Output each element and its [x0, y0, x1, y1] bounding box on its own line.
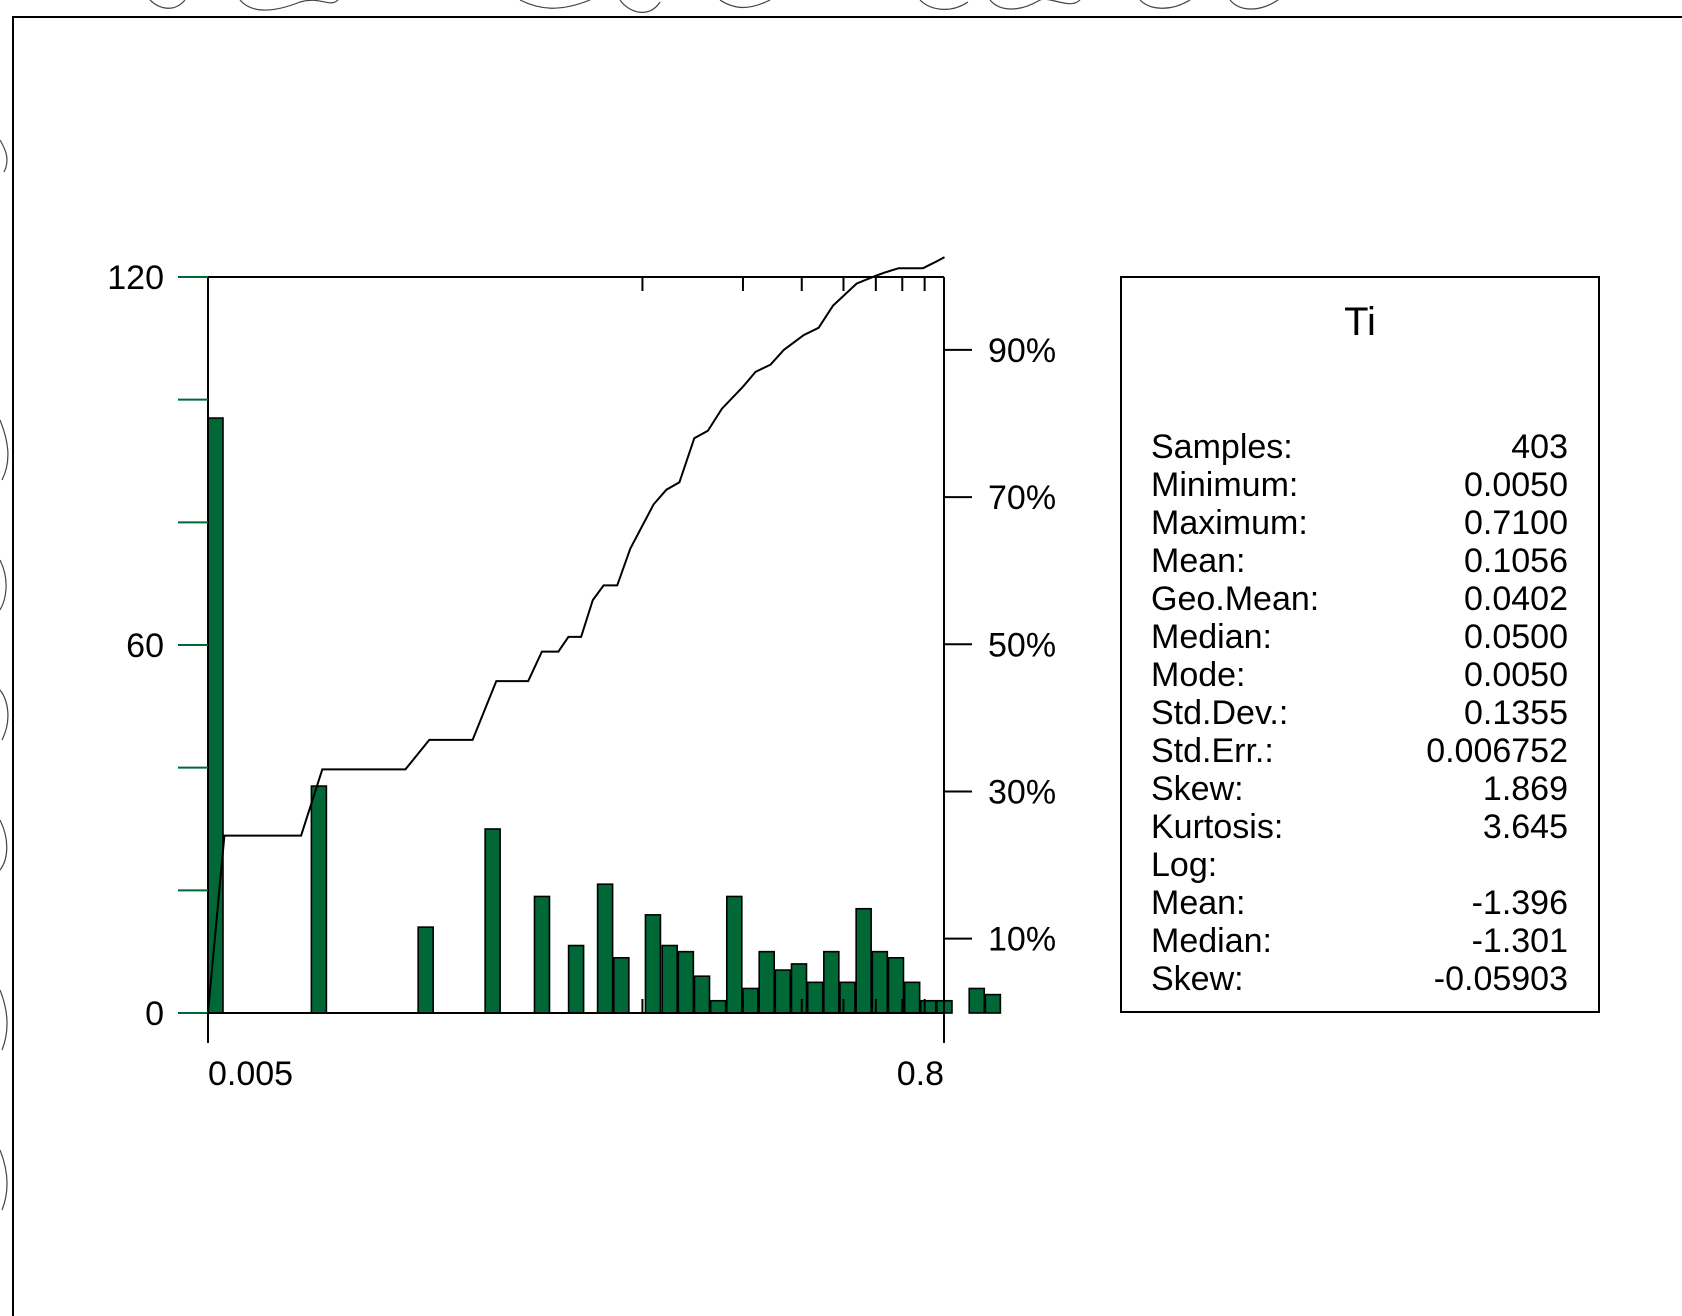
stat-value: 3.645 — [1482, 808, 1568, 846]
stat-label: Mean: — [1151, 884, 1246, 922]
histogram-bar — [596, 883, 614, 1014]
stat-value: 0.006752 — [1426, 732, 1568, 770]
y-tick-label: 120 — [107, 259, 164, 297]
stat-row: Mean: 0.1056 — [1151, 542, 1568, 580]
histogram-bar — [806, 981, 824, 1014]
stat-value: 0.1355 — [1464, 694, 1568, 732]
histogram-bar — [855, 907, 872, 1014]
histogram-bar — [709, 999, 727, 1014]
histogram-bar — [839, 981, 856, 1014]
stat-value: 403 — [1511, 428, 1568, 466]
stat-row: Log: — [1151, 846, 1568, 884]
map-frame — [12, 16, 1682, 1316]
stat-label: Geo.Mean: — [1151, 580, 1320, 618]
stats-title: Ti — [1344, 300, 1376, 344]
stat-row: Samples: 403 — [1151, 428, 1568, 466]
stat-row: Skew: -0.05903 — [1151, 960, 1568, 998]
histogram-bar — [533, 895, 551, 1014]
y-tick-label: 60 — [126, 627, 164, 665]
histogram-bar — [417, 926, 434, 1014]
stat-row: Mode: 0.0050 — [1151, 656, 1568, 694]
histogram-bar — [567, 944, 585, 1014]
histogram-bar — [484, 828, 501, 1014]
stat-label: Log: — [1151, 846, 1218, 884]
stat-label: Minimum: — [1151, 466, 1299, 504]
stat-row: Std.Err.: 0.006752 — [1151, 732, 1568, 770]
stat-label: Std.Err.: — [1151, 732, 1274, 770]
stat-value: 0.0050 — [1464, 466, 1568, 504]
x-tick-label: 0.8 — [897, 1055, 944, 1093]
histogram-bar — [887, 956, 905, 1014]
y2-tick-label: 90% — [988, 332, 1056, 370]
y2-tick-label: 30% — [988, 773, 1056, 811]
histogram-bar — [774, 969, 792, 1014]
histogram-bar — [984, 993, 1002, 1014]
histogram-bar — [725, 895, 743, 1014]
histogram-bar — [644, 914, 662, 1014]
stat-row: Mean: -1.396 — [1151, 884, 1568, 922]
histogram-bar — [742, 987, 759, 1014]
stat-label: Skew: — [1151, 960, 1244, 998]
stat-value: 0.0402 — [1464, 580, 1568, 618]
cumulative-line — [207, 256, 945, 1013]
stat-value: -1.301 — [1471, 922, 1568, 960]
stat-value: 0.1056 — [1464, 542, 1568, 580]
stat-label: Maximum: — [1151, 504, 1308, 542]
stat-value: 0.0500 — [1464, 618, 1568, 656]
y2-tick-label: 50% — [988, 626, 1056, 664]
histogram-bar — [968, 987, 986, 1014]
stat-value: -0.05903 — [1433, 960, 1568, 998]
y2-tick-label: 70% — [988, 479, 1056, 517]
histogram-chart: 0 60 120 10% 30% 50% 70% 90% 0.005 0.8 — [107, 256, 1056, 1093]
stat-value: 1.869 — [1482, 770, 1568, 808]
histogram-bar — [661, 944, 679, 1014]
histogram-bar — [693, 975, 711, 1014]
histogram-bar — [920, 999, 937, 1014]
histogram-bar — [677, 950, 695, 1014]
statistics-panel: Ti Samples: 403 Minimum: 0.0050 Maximum: 0.71… — [1120, 276, 1600, 1013]
stat-label: Kurtosis: — [1151, 808, 1284, 846]
stat-value: -1.396 — [1471, 884, 1568, 922]
stat-row: Skew: 1.869 — [1151, 770, 1568, 808]
stat-label: Mean: — [1151, 542, 1246, 580]
histogram-bar — [613, 956, 630, 1014]
stat-label: Skew: — [1151, 770, 1244, 808]
y2-tick-label: 10% — [988, 921, 1056, 959]
stat-value: 0.0050 — [1464, 656, 1568, 694]
stat-label: Samples: — [1151, 428, 1293, 466]
stat-row: Maximum: 0.7100 — [1151, 504, 1568, 542]
background-map-contours — [0, 0, 1279, 1211]
y-tick-label: 0 — [145, 995, 164, 1033]
stat-row: Kurtosis: 3.645 — [1151, 808, 1568, 846]
histogram-bar — [758, 950, 776, 1014]
stat-row: Std.Dev.: 0.1355 — [1151, 694, 1568, 732]
stat-row: Median: 0.0500 — [1151, 618, 1568, 656]
stat-value: 0.7100 — [1464, 504, 1568, 542]
histogram-bar — [310, 785, 328, 1014]
histogram-bar — [823, 950, 840, 1014]
stats-rows: Samples: 403 Minimum: 0.0050 Maximum: 0.7100 M… — [1151, 428, 1568, 998]
stat-label: Median: — [1151, 922, 1272, 960]
stat-label: Mode: — [1151, 656, 1246, 694]
stat-row: Median: -1.301 — [1151, 922, 1568, 960]
stat-label: Std.Dev.: — [1151, 694, 1289, 732]
histogram-bar — [790, 963, 808, 1014]
histogram-bar — [871, 950, 889, 1014]
histogram-bar — [903, 981, 921, 1014]
x-tick-label: 0.005 — [208, 1055, 293, 1093]
stat-row: Minimum: 0.0050 — [1151, 466, 1568, 504]
stat-row: Geo.Mean: 0.0402 — [1151, 580, 1568, 618]
stat-label: Median: — [1151, 618, 1272, 656]
